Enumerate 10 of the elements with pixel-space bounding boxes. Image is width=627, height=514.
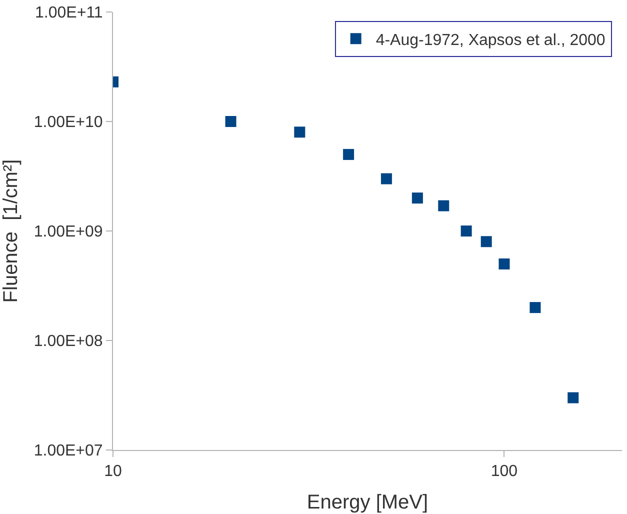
y-tick-label: 1.00E+11: [35, 4, 103, 22]
y-tick-label: 1.00E+09: [34, 224, 103, 241]
legend-label: 4-Aug-1972, Xapsos et al., 2000: [376, 32, 606, 49]
y-tick-label: 1.00E+08: [34, 333, 103, 350]
y-axis-title: Fluence [1/cm²]: [0, 159, 22, 303]
y-tick-label: 1.00E+07: [34, 442, 103, 460]
y-tick-label: 1.00E+10: [34, 114, 103, 132]
x-axis-title: Energy [MeV]: [306, 492, 428, 514]
x-tick-label: 10: [104, 463, 122, 480]
x-tick-label: 100: [490, 463, 518, 480]
